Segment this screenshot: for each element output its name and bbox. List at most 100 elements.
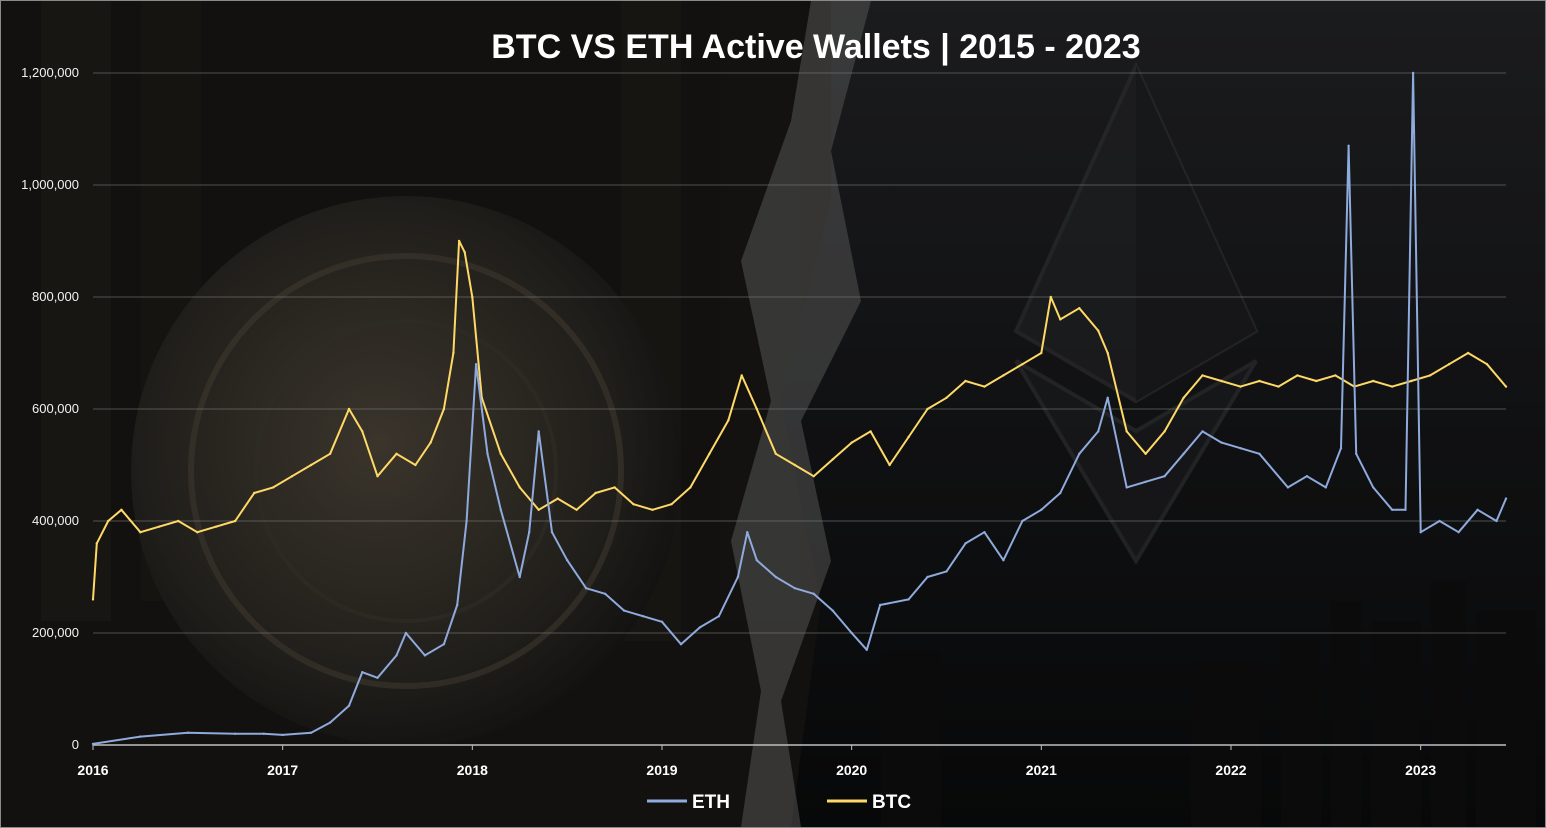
data-point-btc <box>537 508 540 511</box>
data-point-btc <box>177 519 180 523</box>
data-point-btc <box>1125 430 1128 433</box>
data-point-btc <box>1220 379 1223 383</box>
data-point-btc <box>651 508 654 511</box>
data-point-eth <box>186 731 189 734</box>
data-point-eth <box>793 587 796 590</box>
data-point-btc <box>376 475 379 478</box>
data-point-eth <box>486 452 489 455</box>
data-point-eth <box>91 742 95 746</box>
data-point-eth <box>456 603 459 607</box>
y-tick-label: 600,000 <box>32 401 79 416</box>
data-point-btc <box>1239 385 1242 388</box>
data-point-eth <box>1201 430 1204 433</box>
data-point-eth <box>361 671 364 674</box>
data-point-btc <box>120 508 123 511</box>
data-point-eth <box>537 430 540 433</box>
data-point-btc <box>1277 385 1280 388</box>
data-point-btc <box>575 508 578 511</box>
data-point-eth <box>1021 519 1024 523</box>
x-tick-label: 2021 <box>1026 762 1057 778</box>
data-point-eth <box>1324 486 1328 489</box>
data-point-eth <box>465 519 468 523</box>
data-point-btc <box>1163 430 1166 433</box>
data-point-eth <box>423 654 427 657</box>
data-point-btc <box>518 486 521 489</box>
x-tick-label: 2023 <box>1405 762 1436 778</box>
data-point-eth <box>1163 475 1166 478</box>
data-point-btc <box>414 463 417 467</box>
torn-paper-divider <box>731 1 871 827</box>
data-point-btc <box>1372 379 1375 383</box>
data-point-btc <box>888 463 891 467</box>
data-point-btc <box>740 374 743 377</box>
data-point-btc <box>272 486 275 489</box>
data-point-btc <box>95 542 99 545</box>
data-point-eth <box>1220 441 1223 444</box>
data-point-eth <box>584 587 588 590</box>
data-point-eth <box>878 603 882 607</box>
data-point-eth <box>499 508 502 511</box>
data-point-btc <box>442 407 446 411</box>
data-point-eth <box>1182 452 1185 455</box>
data-point-eth <box>1347 144 1350 147</box>
data-point-btc <box>964 379 967 383</box>
data-point-btc <box>727 419 730 422</box>
data-point-eth <box>603 592 607 595</box>
data-point-eth <box>404 631 408 635</box>
data-point-btc <box>395 452 398 455</box>
data-point-btc <box>309 463 313 467</box>
data-point-btc <box>1049 295 1053 299</box>
data-point-eth <box>746 531 749 534</box>
data-point-eth <box>1372 486 1375 489</box>
data-point-btc <box>708 452 711 455</box>
data-point-btc <box>926 407 929 411</box>
data-point-eth <box>139 735 142 738</box>
data-point-eth <box>1504 497 1508 500</box>
data-point-btc <box>1258 379 1261 383</box>
data-point-btc <box>869 430 872 433</box>
data-point-eth <box>622 609 626 612</box>
data-point-btc <box>234 519 237 523</box>
data-point-eth <box>1002 559 1005 562</box>
data-point-btc <box>632 503 635 506</box>
y-tick-label: 800,000 <box>32 289 79 304</box>
data-point-btc <box>907 435 910 439</box>
data-point-eth <box>1059 491 1062 495</box>
data-point-eth <box>1125 486 1128 489</box>
data-point-eth <box>566 559 569 562</box>
data-point-btc <box>1428 374 1432 377</box>
data-point-eth <box>1391 508 1394 511</box>
data-point-btc <box>774 452 777 455</box>
data-point-eth <box>812 592 815 595</box>
series-lines <box>91 71 1508 746</box>
data-point-eth <box>1097 430 1100 433</box>
data-point-btc <box>812 475 815 478</box>
y-axis-ticks: 0 200,000 400,000 600,000 800,000 1,000,000 1,… <box>21 65 79 752</box>
data-point-eth <box>234 732 237 735</box>
data-point-eth <box>945 570 948 573</box>
data-point-btc <box>1410 379 1413 383</box>
x-tick-label: 2017 <box>267 762 298 778</box>
data-point-btc <box>1078 307 1081 310</box>
data-point-eth <box>328 721 332 724</box>
data-point-btc <box>1097 329 1100 332</box>
data-point-btc <box>471 295 474 299</box>
data-point-eth <box>518 575 521 579</box>
legend-btc-label: BTC <box>872 792 911 813</box>
data-point-btc <box>499 452 502 455</box>
data-point-btc <box>556 497 559 500</box>
data-point-eth <box>309 731 313 734</box>
data-point-btc <box>1144 452 1147 455</box>
data-point-btc <box>457 239 461 243</box>
data-point-btc <box>1466 351 1470 355</box>
y-tick-label: 1,000,000 <box>21 177 79 192</box>
data-point-eth <box>717 615 721 618</box>
data-point-eth <box>641 615 645 618</box>
data-point-btc <box>328 452 332 455</box>
data-point-btc <box>850 441 853 444</box>
data-point-btc <box>1504 385 1508 388</box>
data-point-eth <box>1495 519 1498 523</box>
gridlines <box>93 72 1506 746</box>
